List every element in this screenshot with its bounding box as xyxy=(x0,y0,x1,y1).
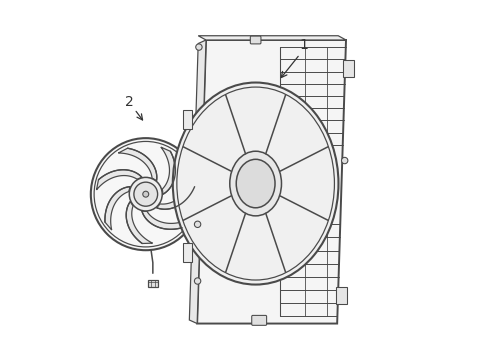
FancyBboxPatch shape xyxy=(252,315,267,325)
Text: 1: 1 xyxy=(299,38,308,52)
Ellipse shape xyxy=(143,191,149,197)
Ellipse shape xyxy=(134,182,158,206)
Polygon shape xyxy=(156,177,195,209)
Polygon shape xyxy=(161,147,175,194)
FancyBboxPatch shape xyxy=(183,110,192,129)
FancyBboxPatch shape xyxy=(343,60,354,77)
Polygon shape xyxy=(97,170,142,190)
Circle shape xyxy=(195,221,201,228)
Polygon shape xyxy=(197,40,346,324)
Bar xyxy=(148,280,158,287)
Ellipse shape xyxy=(91,138,201,250)
FancyBboxPatch shape xyxy=(336,287,347,304)
FancyBboxPatch shape xyxy=(250,36,261,44)
Text: 2: 2 xyxy=(125,95,134,109)
Polygon shape xyxy=(126,202,152,243)
Ellipse shape xyxy=(173,82,339,284)
Polygon shape xyxy=(119,148,157,181)
Circle shape xyxy=(342,157,348,164)
Ellipse shape xyxy=(129,177,162,211)
Polygon shape xyxy=(198,36,346,40)
Ellipse shape xyxy=(236,159,275,208)
FancyBboxPatch shape xyxy=(183,243,192,262)
Circle shape xyxy=(196,44,202,50)
Ellipse shape xyxy=(230,151,281,216)
Polygon shape xyxy=(142,211,188,229)
Polygon shape xyxy=(105,187,130,230)
Polygon shape xyxy=(189,40,206,324)
Circle shape xyxy=(195,278,201,284)
